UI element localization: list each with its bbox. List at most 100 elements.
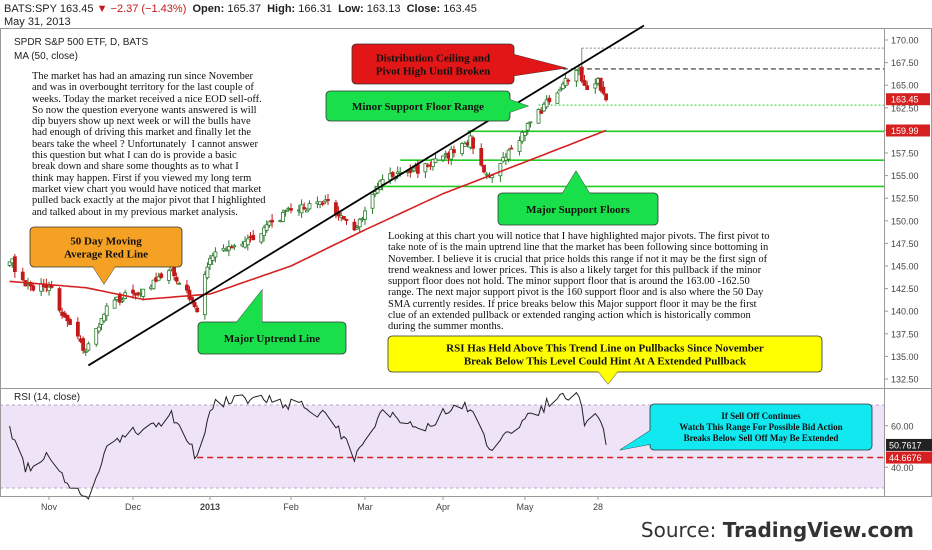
candle-body xyxy=(245,238,250,246)
price-tick-label: 162.50 xyxy=(891,103,919,113)
price-change: ▼ −2.37 (−1.43%) xyxy=(96,3,187,15)
candle-body xyxy=(302,207,307,210)
candle-body xyxy=(509,147,514,150)
candle-body xyxy=(585,85,590,90)
candle-body xyxy=(251,234,256,241)
price-tick-label: 167.50 xyxy=(891,58,919,68)
candle-body xyxy=(102,313,107,322)
candle-body xyxy=(604,93,609,101)
rsi-trend-callout-text: RSI Has Held Above This Trend Line on Pu… xyxy=(446,342,764,354)
candle-body xyxy=(536,109,541,124)
sell-off-callout-text: If Sell Off Continues xyxy=(721,411,801,421)
candle-body xyxy=(264,224,269,231)
time-tick-label: 28 xyxy=(593,502,603,512)
price-tick-label: 140.00 xyxy=(891,307,919,317)
rsi-value-tag xyxy=(886,438,932,451)
candle-body xyxy=(460,143,465,154)
rsi-indicator-label: RSI (14, close) xyxy=(14,392,81,403)
major-support-callout-text: Major Support Floors xyxy=(526,204,630,216)
close-label: Close: xyxy=(406,3,441,15)
price-tick-label: 165.00 xyxy=(891,81,919,91)
candle-body xyxy=(221,247,226,251)
candle-body xyxy=(558,89,563,92)
price-tick-label: 132.50 xyxy=(891,375,919,385)
candle-body xyxy=(307,203,312,210)
price-tick-label: 155.00 xyxy=(891,171,919,181)
candle-body xyxy=(563,78,568,86)
candle-body xyxy=(156,276,161,281)
candle-body xyxy=(151,279,156,290)
candle-body xyxy=(7,261,12,266)
candle-body xyxy=(452,149,456,154)
time-tick-label: Apr xyxy=(436,502,450,512)
rsi-tick-label: 40.00 xyxy=(891,463,914,473)
candle-body xyxy=(280,212,285,222)
candle-body xyxy=(96,326,101,332)
source-brand: TradingView.com xyxy=(722,518,914,542)
candle-body xyxy=(167,270,171,281)
candle-body xyxy=(174,276,179,282)
candle-body xyxy=(259,233,264,243)
candle-body xyxy=(47,286,51,292)
candle-body xyxy=(490,175,495,179)
candle-body xyxy=(423,163,428,173)
candle-body xyxy=(120,299,125,302)
candle-body xyxy=(449,148,454,160)
low-label: Low: xyxy=(338,3,364,15)
time-tick-label: Dec xyxy=(125,502,142,512)
sell-off-callout-text: Watch This Range For Possible Bid Action xyxy=(679,422,842,432)
candle-body xyxy=(184,284,189,291)
minor-support-callout-text: Minor Support Floor Range xyxy=(352,101,484,113)
source-prefix: Source: xyxy=(640,518,723,542)
candle-body xyxy=(177,282,182,285)
rsi-trend-callout-text: Break Below This Level Could Hint At A E… xyxy=(464,355,747,367)
price-tag-label: 159.99 xyxy=(891,126,919,136)
distribution-callout-text: Distribution Ceiling and xyxy=(376,52,490,64)
candle-body xyxy=(498,162,503,177)
price-tag-label: 163.45 xyxy=(891,95,919,105)
candle-body xyxy=(566,79,571,82)
uptrend-callout-text: Major Uptrend Line xyxy=(224,333,320,345)
price-tick-label: 137.50 xyxy=(891,329,919,339)
candle-body xyxy=(57,288,62,311)
price-tick-label: 157.50 xyxy=(891,149,919,159)
price-tag xyxy=(886,124,930,137)
symbol: BATS:SPY xyxy=(4,3,57,15)
price-tick-label: 150.00 xyxy=(891,216,919,226)
candle-body xyxy=(363,210,367,220)
time-tick-label: Nov xyxy=(41,502,58,512)
left-analysis-text: The market has had an amazing run since … xyxy=(32,71,266,218)
time-tick-label: Feb xyxy=(283,502,299,512)
candle-body xyxy=(547,97,552,103)
low-value: 163.13 xyxy=(366,3,401,15)
price-tick-label: 170.00 xyxy=(891,36,919,46)
last-price: 163.45 xyxy=(59,3,94,15)
candle-body xyxy=(352,221,357,231)
candle-body xyxy=(528,121,533,124)
candle-body xyxy=(431,159,435,167)
candle-body xyxy=(344,219,349,221)
candle-body xyxy=(370,193,375,209)
header-date: May 31, 2013 xyxy=(4,16,71,28)
candle-body xyxy=(104,305,109,317)
candle-body xyxy=(131,289,135,294)
open-value: 165.37 xyxy=(227,3,261,15)
price-tick-label: 152.50 xyxy=(891,194,919,204)
close-value: 163.45 xyxy=(443,3,477,15)
candle-body xyxy=(410,170,415,173)
candle-body xyxy=(83,351,88,353)
ma-callout-text: Average Red Line xyxy=(64,248,148,260)
candle-body xyxy=(598,77,603,91)
rsi-tick-label: 60.00 xyxy=(891,421,914,431)
candle-body xyxy=(380,179,385,185)
candle-body xyxy=(320,202,325,205)
candle-body xyxy=(141,288,146,297)
candle-body xyxy=(192,301,197,307)
candle-body xyxy=(357,218,362,228)
rsi-value-tag-label: 50.7617 xyxy=(889,440,922,450)
candle-body xyxy=(210,255,215,261)
candle-body xyxy=(326,199,330,201)
candle-body xyxy=(582,80,587,86)
candle-body xyxy=(520,131,525,142)
